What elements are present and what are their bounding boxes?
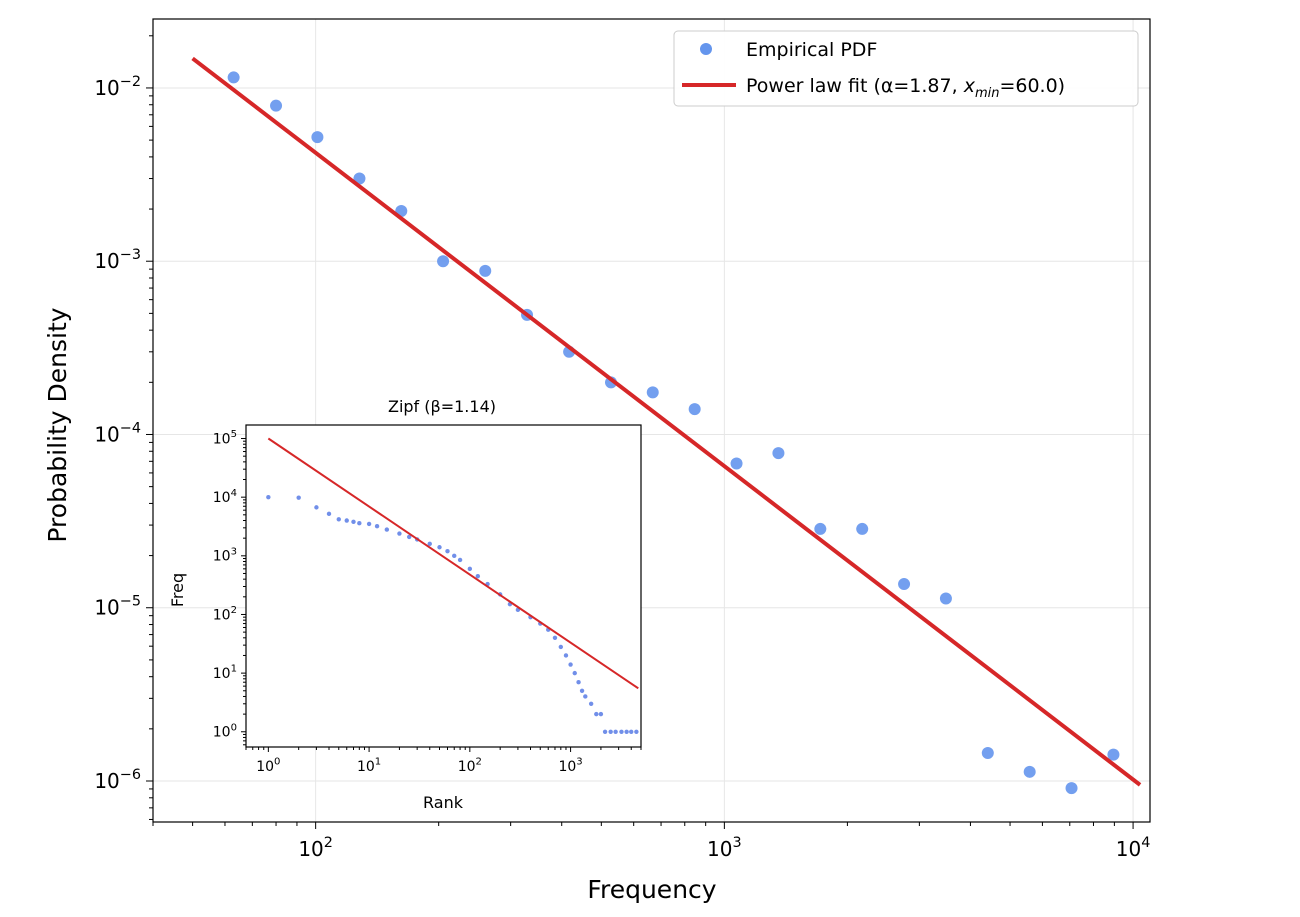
main-data-point bbox=[939, 592, 952, 605]
main-data-point bbox=[227, 71, 240, 84]
inset-data-point bbox=[598, 711, 604, 717]
legend-label-empirical: Empirical PDF bbox=[746, 39, 877, 61]
inset-y-tick-label: 100 bbox=[213, 722, 237, 740]
legend-box bbox=[673, 30, 1139, 107]
main-data-point bbox=[688, 403, 701, 416]
inset-data-point bbox=[608, 729, 613, 734]
main-x-tick-label: 102 bbox=[298, 835, 333, 861]
main-points bbox=[227, 71, 1120, 795]
inset-data-point bbox=[583, 694, 588, 699]
inset-x-tick-label: 103 bbox=[558, 757, 582, 775]
inset-data-point bbox=[572, 670, 577, 676]
inset-data-point bbox=[558, 644, 564, 650]
main-data-point bbox=[814, 522, 827, 535]
main-y-tick-label: 10−6 bbox=[94, 767, 141, 793]
legend-marker-empirical bbox=[700, 43, 712, 55]
inset-y-tick-label: 103 bbox=[213, 546, 237, 564]
inset-x-tick-label: 102 bbox=[458, 757, 482, 775]
inset-data-point bbox=[475, 573, 481, 579]
main-data-point bbox=[1065, 782, 1078, 795]
legend-label-fit: Power law fit (α=1.87, xmin=60.0) bbox=[746, 75, 1065, 101]
inset-data-point bbox=[624, 729, 629, 734]
inset-data-point bbox=[552, 635, 558, 641]
inset-data-point bbox=[588, 701, 594, 706]
main-y-axis-label: Probability Density bbox=[43, 307, 72, 542]
main-x-axis-label: Frequency bbox=[587, 875, 716, 904]
inset-y-tick-label: 105 bbox=[213, 429, 237, 447]
main-data-point bbox=[981, 747, 994, 760]
inset-y-tick-label: 104 bbox=[213, 488, 237, 506]
inset-data-point bbox=[568, 662, 573, 667]
inset-data-point bbox=[384, 527, 390, 532]
inset-data-point bbox=[296, 495, 301, 500]
main-y-tick-label: 10−4 bbox=[94, 420, 141, 446]
inset-data-point bbox=[357, 520, 362, 526]
inset-fit-segment bbox=[267, 437, 639, 690]
inset-data-point bbox=[602, 729, 608, 734]
inset-data-point bbox=[563, 653, 569, 658]
main-data-point bbox=[311, 131, 324, 144]
inset-data-point bbox=[374, 523, 380, 529]
inset-data-point bbox=[579, 688, 585, 693]
inset-y-tick-label: 102 bbox=[213, 605, 237, 623]
inset-data-point bbox=[266, 494, 271, 500]
main-data-point bbox=[1023, 765, 1036, 778]
main-data-point bbox=[353, 172, 366, 185]
main-fit-segment bbox=[191, 56, 1142, 787]
main-data-point bbox=[437, 255, 450, 268]
inset-background bbox=[246, 425, 641, 747]
main-y-tick-label: 10−2 bbox=[94, 74, 141, 100]
main-data-point bbox=[1107, 748, 1120, 761]
inset-data-point bbox=[452, 553, 457, 559]
main-tick-labels: 102 103 104 10−6 10−5 10−4 10−3 10−2 bbox=[94, 74, 1150, 861]
inset-data-point bbox=[467, 566, 473, 572]
inset-data-point bbox=[344, 518, 349, 523]
legend: Empirical PDF Power law fit (α=1.87, xmi… bbox=[673, 30, 1139, 107]
inset-data-point bbox=[594, 711, 599, 717]
main-ticks bbox=[146, 35, 1134, 829]
inset-data-point bbox=[336, 517, 341, 522]
inset-data-point bbox=[445, 548, 450, 554]
main-y-tick-label: 10−5 bbox=[94, 594, 141, 620]
inset-data-point bbox=[406, 534, 412, 540]
inset-x-axis-label: Rank bbox=[423, 793, 464, 812]
inset-data-point bbox=[437, 545, 442, 550]
inset-data-point bbox=[613, 729, 618, 734]
inset-data-point bbox=[629, 729, 634, 734]
inset-data-point bbox=[427, 541, 432, 547]
inset-data-point bbox=[326, 511, 332, 517]
main-data-point bbox=[856, 522, 869, 535]
inset-tick-labels: 100 101 102 103 100 101 102 103 104 105 bbox=[213, 429, 583, 775]
main-y-tick-label: 10−3 bbox=[94, 247, 141, 273]
inset-data-point bbox=[314, 505, 319, 510]
main-data-point bbox=[772, 447, 785, 460]
main-fit-line bbox=[191, 56, 1142, 787]
inset-x-tick-label: 100 bbox=[256, 757, 280, 775]
inset-y-tick-label: 101 bbox=[213, 664, 237, 682]
inset-y-axis-label: Freq bbox=[168, 573, 187, 607]
inset-data-point bbox=[351, 519, 356, 525]
inset-fit-line bbox=[267, 437, 639, 690]
inset-data-point bbox=[397, 531, 402, 536]
inset-chart: 100 101 102 103 100 101 102 103 104 105 Zipf (β=1… bbox=[168, 397, 642, 812]
main-axes-frame bbox=[152, 18, 1151, 823]
main-data-point bbox=[646, 386, 659, 399]
main-data-point bbox=[270, 99, 283, 112]
inset-title: Zipf (β=1.14) bbox=[388, 397, 496, 416]
inset-ticks bbox=[241, 438, 642, 752]
main-x-tick-label: 104 bbox=[1116, 835, 1151, 861]
inset-data-point bbox=[634, 729, 639, 734]
inset-data-point bbox=[366, 521, 372, 527]
main-data-point bbox=[898, 578, 911, 591]
inset-data-point bbox=[576, 680, 581, 685]
main-data-point bbox=[730, 457, 743, 470]
inset-x-tick-label: 101 bbox=[357, 757, 381, 775]
inset-data-point bbox=[619, 729, 624, 734]
main-data-point bbox=[479, 264, 492, 277]
inset-data-point bbox=[457, 557, 463, 563]
main-x-tick-label: 103 bbox=[707, 835, 742, 861]
